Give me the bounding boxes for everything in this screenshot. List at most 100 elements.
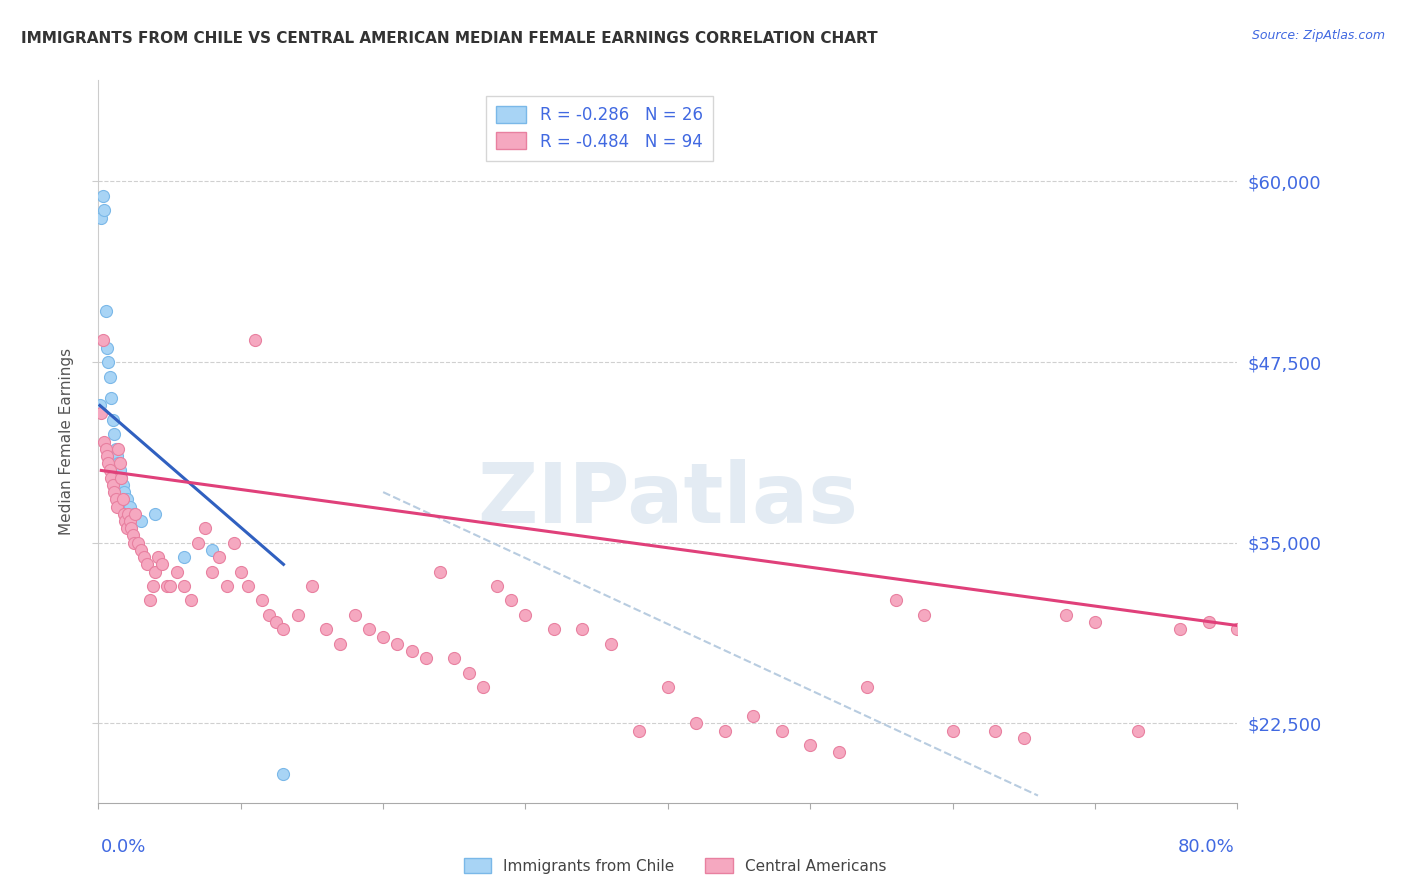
Text: 0.0%: 0.0% — [101, 838, 146, 855]
Point — [357, 623, 380, 637]
Point — [105, 449, 128, 463]
Text: Source: ZipAtlas.com: Source: ZipAtlas.com — [1251, 29, 1385, 42]
Point — [108, 456, 131, 470]
Point — [236, 579, 259, 593]
Point — [187, 535, 209, 549]
Point — [118, 514, 141, 528]
Point — [105, 500, 128, 514]
Point — [98, 369, 121, 384]
Point — [486, 579, 509, 593]
Y-axis label: Median Female Earnings: Median Female Earnings — [59, 348, 75, 535]
Point — [287, 607, 309, 622]
Point — [89, 398, 111, 412]
Point — [343, 607, 366, 622]
Point — [110, 471, 132, 485]
Point — [127, 535, 149, 549]
Point — [1126, 723, 1149, 738]
Point — [90, 211, 112, 225]
Point — [301, 579, 323, 593]
Point — [259, 607, 281, 622]
Point — [571, 623, 593, 637]
Point — [122, 535, 145, 549]
Point — [97, 456, 120, 470]
Point — [1170, 623, 1192, 637]
Text: IMMIGRANTS FROM CHILE VS CENTRAL AMERICAN MEDIAN FEMALE EARNINGS CORRELATION CHA: IMMIGRANTS FROM CHILE VS CENTRAL AMERICA… — [21, 31, 877, 46]
Point — [329, 637, 352, 651]
Point — [429, 565, 451, 579]
Point — [373, 630, 395, 644]
Point — [1198, 615, 1220, 630]
Point — [215, 579, 238, 593]
Point — [117, 507, 139, 521]
Point — [100, 471, 122, 485]
Point — [124, 507, 146, 521]
Point — [94, 442, 117, 456]
Point — [98, 463, 121, 477]
Point — [129, 514, 152, 528]
Point — [208, 550, 231, 565]
Point — [229, 565, 252, 579]
Point — [122, 507, 145, 521]
Point — [93, 434, 115, 449]
Point — [543, 623, 565, 637]
Point — [912, 607, 935, 622]
Point — [856, 680, 879, 694]
Point — [942, 723, 965, 738]
Point — [515, 607, 537, 622]
Point — [91, 189, 114, 203]
Point — [657, 680, 679, 694]
Point — [180, 593, 202, 607]
Point — [107, 442, 129, 456]
Point — [799, 738, 821, 752]
Point — [118, 500, 141, 514]
Point — [135, 558, 157, 572]
Point — [315, 623, 337, 637]
Point — [100, 391, 122, 405]
Point — [194, 521, 217, 535]
Point — [112, 507, 135, 521]
Point — [1056, 607, 1078, 622]
Point — [156, 579, 179, 593]
Point — [148, 550, 170, 565]
Point — [111, 478, 134, 492]
Point — [1254, 593, 1277, 607]
Point — [145, 565, 167, 579]
Point — [108, 463, 131, 477]
Point — [114, 514, 136, 528]
Point — [1240, 607, 1263, 622]
Text: 80.0%: 80.0% — [1178, 838, 1234, 855]
Point — [159, 579, 181, 593]
Point — [115, 492, 138, 507]
Point — [101, 478, 124, 492]
Point — [173, 550, 195, 565]
Point — [201, 565, 224, 579]
Point — [1084, 615, 1107, 630]
Point — [121, 528, 143, 542]
Legend: R = -0.286   N = 26, R = -0.484   N = 94: R = -0.286 N = 26, R = -0.484 N = 94 — [486, 95, 713, 161]
Point — [90, 406, 112, 420]
Point — [471, 680, 494, 694]
Point — [110, 471, 132, 485]
Point — [828, 745, 851, 759]
Point — [91, 334, 114, 348]
Point — [173, 579, 195, 593]
Point — [96, 449, 118, 463]
Point — [129, 542, 152, 557]
Point — [111, 492, 134, 507]
Point — [201, 542, 224, 557]
Point — [250, 593, 273, 607]
Point — [770, 723, 793, 738]
Point — [97, 355, 120, 369]
Point — [984, 723, 1007, 738]
Point — [457, 665, 479, 680]
Point — [685, 716, 707, 731]
Point — [104, 442, 127, 456]
Point — [120, 521, 142, 535]
Point — [103, 485, 125, 500]
Point — [273, 767, 295, 781]
Point — [93, 203, 115, 218]
Point — [115, 521, 138, 535]
Legend: Immigrants from Chile, Central Americans: Immigrants from Chile, Central Americans — [457, 852, 893, 880]
Point — [273, 623, 295, 637]
Point — [103, 427, 125, 442]
